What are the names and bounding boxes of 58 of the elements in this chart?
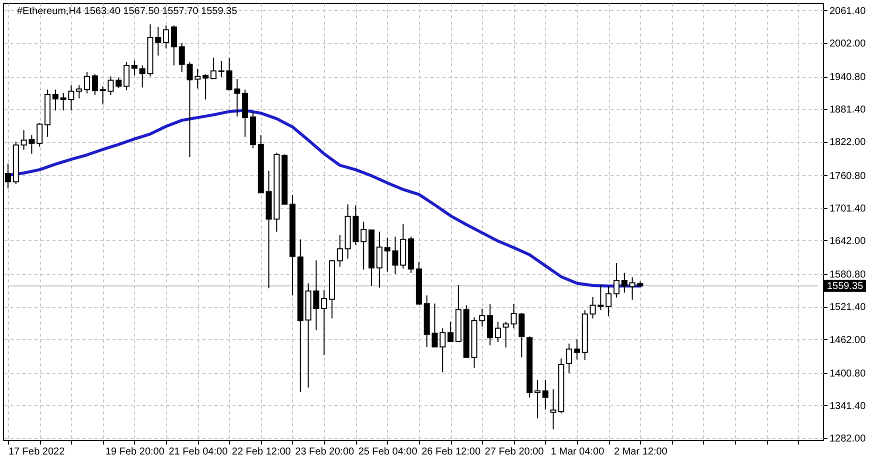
candlestick bbox=[542, 379, 548, 410]
candlestick bbox=[534, 379, 540, 419]
candlestick bbox=[487, 304, 494, 346]
y-tick-label: 1580.80 bbox=[830, 270, 866, 281]
chart-title: #Ethereum,H4 1563.40 1567.50 1557.70 1559.35 bbox=[17, 6, 238, 17]
candlestick bbox=[376, 231, 382, 288]
x-tick-label: 27 Feb 20:00 bbox=[484, 446, 544, 458]
candlestick bbox=[448, 321, 454, 342]
x-tick-label: 19 Feb 20:00 bbox=[105, 446, 165, 458]
candlestick bbox=[336, 234, 343, 268]
x-tick-label: 22 Feb 12:00 bbox=[232, 446, 292, 458]
candlestick bbox=[360, 221, 367, 270]
candlestick bbox=[124, 62, 130, 91]
y-tick-label: 1881.40 bbox=[830, 104, 866, 116]
candlestick bbox=[52, 89, 58, 111]
candlestick bbox=[502, 321, 509, 348]
y-tick-label: 1760.80 bbox=[830, 170, 866, 182]
x-tick-label: 26 Feb 12:00 bbox=[422, 446, 481, 458]
candlestick bbox=[613, 262, 620, 298]
y-tick-label: 1822.00 bbox=[830, 137, 866, 148]
y-tick-label: 2002.00 bbox=[830, 38, 866, 50]
candlestick bbox=[494, 321, 501, 342]
candlestick bbox=[606, 286, 612, 317]
candlestick bbox=[218, 60, 224, 78]
candlestick bbox=[155, 26, 162, 56]
candlestick bbox=[170, 24, 177, 66]
y-tick-label: 1521.40 bbox=[830, 302, 866, 314]
candlestick bbox=[574, 338, 580, 360]
candlestick bbox=[479, 308, 486, 328]
x-tick-label: 2 Mar 12:00 bbox=[614, 446, 668, 458]
y-tick-label: 1642.00 bbox=[830, 236, 866, 247]
candlestick bbox=[566, 343, 572, 374]
candlestick bbox=[210, 57, 216, 80]
candlestick bbox=[202, 74, 209, 100]
y-tick-label: 1282.00 bbox=[830, 434, 866, 445]
y-tick-label: 1701.40 bbox=[830, 203, 866, 214]
ref-line-label: 1559.35 bbox=[827, 280, 864, 292]
candlestick bbox=[92, 74, 98, 96]
candlestick bbox=[84, 72, 90, 94]
y-tick-label: 1462.00 bbox=[830, 334, 866, 346]
y-tick-label: 2061.40 bbox=[830, 6, 866, 17]
candlestick bbox=[131, 60, 138, 76]
x-tick-label: 25 Feb 04:00 bbox=[358, 446, 418, 458]
candlestick bbox=[321, 289, 328, 356]
candlestick bbox=[621, 272, 628, 294]
x-tick-label: 1 Mar 04:00 bbox=[550, 446, 605, 458]
y-tick-label: 1940.80 bbox=[830, 72, 866, 84]
candlestick bbox=[178, 42, 185, 73]
candlestick bbox=[116, 77, 122, 88]
x-tick-label: 21 Feb 04:00 bbox=[168, 446, 228, 458]
x-tick-label: 23 Feb 20:00 bbox=[295, 446, 355, 458]
candlestick bbox=[163, 24, 170, 49]
y-tick-label: 1341.40 bbox=[830, 400, 866, 412]
candlestick bbox=[440, 328, 446, 373]
y-tick-label: 1400.80 bbox=[830, 368, 866, 380]
candlestick bbox=[36, 122, 43, 148]
x-tick-label: 17 Feb 2022 bbox=[8, 446, 66, 458]
candlestick bbox=[76, 84, 82, 99]
